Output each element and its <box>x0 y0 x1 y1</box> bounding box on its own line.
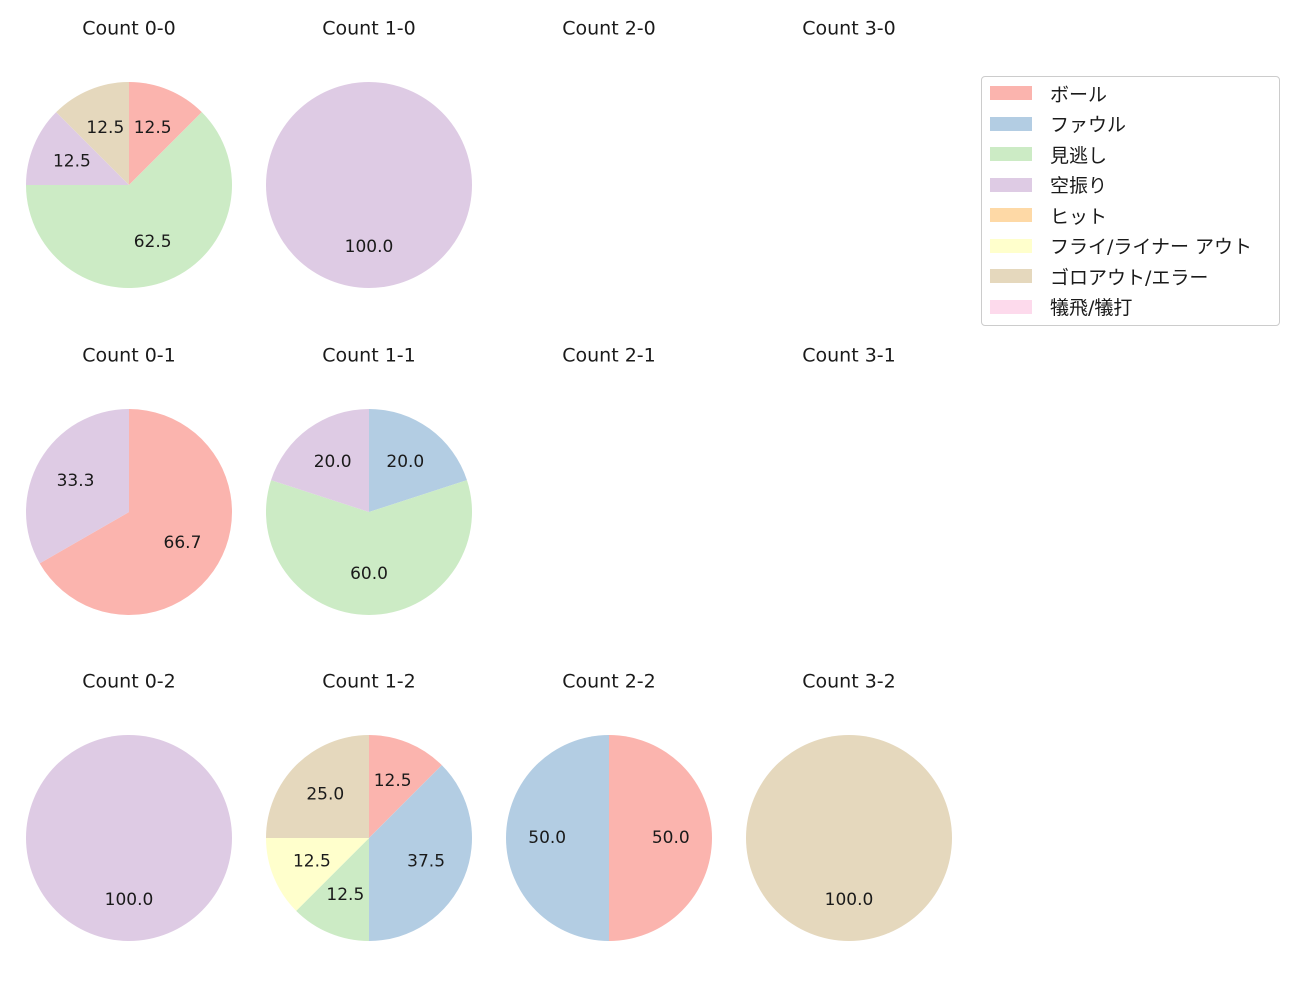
pie-count-0-2: Count 0-2 100.0 <box>26 671 232 941</box>
pie-slice-label: 50.0 <box>528 828 566 848</box>
legend-item-ball: ボール <box>990 83 1107 106</box>
legend-swatch <box>990 177 1032 192</box>
legend-label: ヒット <box>1050 205 1108 228</box>
pie-slice-label: 12.5 <box>326 885 364 905</box>
pie-title: Count 1-0 <box>322 18 416 40</box>
pie-count-1-2: Count 1-2 12.5 37.5 12.5 12.5 25.0 <box>266 671 472 941</box>
legend-label: 空振り <box>1050 175 1108 197</box>
pie-slice <box>266 480 472 615</box>
pie-title: Count 2-1 <box>562 345 656 367</box>
pie-slice <box>369 765 472 941</box>
pie-title: Count 0-1 <box>82 345 176 367</box>
legend-item-fly-liner-out: フライ/ライナー アウト <box>990 236 1252 258</box>
pie-title: Count 3-2 <box>802 671 896 693</box>
pie-slice-label: 12.5 <box>134 118 172 138</box>
pie-slice-label: 12.5 <box>374 771 412 791</box>
legend-swatch <box>990 86 1032 100</box>
pie-slice-label: 12.5 <box>53 151 91 171</box>
pie-slice <box>56 82 130 185</box>
pie-slice <box>609 735 712 941</box>
pie-slice-label: 66.7 <box>164 533 202 553</box>
pie-count-0-1: Count 0-1 66.7 33.3 <box>25 345 233 615</box>
pie-count-3-2: Count 3-2 100.0 <box>746 671 952 941</box>
pie-count-2-1: Count 2-1 <box>562 345 656 367</box>
pie-slice <box>266 82 472 288</box>
pie-slice <box>746 735 952 941</box>
pie-count-1-0: Count 1-0 100.0 <box>266 18 472 288</box>
pie-slice <box>266 838 369 911</box>
pie-slice-label: 20.0 <box>386 452 424 472</box>
pie-slice-label: 12.5 <box>86 118 124 138</box>
legend: ボール ファウル 見逃し 空振り ヒット フライ/ライナー アウト ゴロアウト/… <box>981 76 1280 326</box>
legend-swatch <box>990 238 1032 253</box>
legend-item-grounder-out-error: ゴロアウト/エラー <box>990 266 1208 289</box>
legend-item-foul: ファウル <box>990 114 1126 136</box>
legend-label: ゴロアウト/エラー <box>1050 266 1209 289</box>
legend-label: ボール <box>1050 83 1108 106</box>
pie-slice <box>271 409 369 512</box>
legend-item-swinging-strike: 空振り <box>990 175 1107 197</box>
pie-slice-label: 33.3 <box>57 471 95 491</box>
legend-label: 犠飛/犠打 <box>1050 297 1133 319</box>
pie-count-1-1: Count 1-1 20.0 60.0 20.0 <box>266 345 472 615</box>
legend-swatch <box>990 269 1032 283</box>
pie-title: Count 3-1 <box>802 345 896 367</box>
pie-slice-label: 100.0 <box>105 890 154 910</box>
pie-title: Count 0-0 <box>82 18 176 40</box>
pie-count-2-2: Count 2-2 50.0 50.0 <box>506 671 712 941</box>
legend-item-hit: ヒット <box>990 205 1107 228</box>
legend-label: フライ/ライナー アウト <box>1050 236 1253 258</box>
pie-slice-label: 100.0 <box>345 237 394 257</box>
pie-title: Count 1-1 <box>322 345 416 367</box>
pie-slice-label: 100.0 <box>825 890 874 910</box>
pie-slice-label: 20.0 <box>314 452 352 472</box>
pie-slice <box>39 409 233 615</box>
pie-slice <box>369 735 442 838</box>
pie-title: Count 1-2 <box>322 671 416 693</box>
legend-label: 見逃し <box>1050 144 1108 167</box>
pie-title: Count 2-0 <box>562 18 656 40</box>
pie-slice-label: 12.5 <box>293 852 331 872</box>
pie-slice <box>369 409 467 512</box>
pie-slice <box>26 735 232 941</box>
pie-count-2-0: Count 2-0 <box>562 18 656 40</box>
legend-swatch <box>990 299 1032 314</box>
legend-item-called-strike: 見逃し <box>990 144 1107 167</box>
pie-count-0-0: Count 0-0 12.5 62.5 12.5 12.5 <box>26 18 232 288</box>
pie-slice <box>296 838 369 941</box>
pie-slice <box>26 112 129 185</box>
legend-swatch <box>990 116 1032 131</box>
legend-swatch <box>990 147 1032 161</box>
pie-count-3-0: Count 3-0 <box>802 18 896 40</box>
pie-slice <box>506 735 609 941</box>
pie-title: Count 3-0 <box>802 18 896 40</box>
pie-title: Count 0-2 <box>82 671 176 693</box>
pie-slice-label: 25.0 <box>306 784 344 804</box>
legend-label: ファウル <box>1050 114 1127 136</box>
pie-slice-label: 62.5 <box>134 232 172 252</box>
pie-slice <box>266 735 369 838</box>
pie-count-3-1: Count 3-1 <box>802 345 896 367</box>
pie-slice-label: 37.5 <box>407 852 445 872</box>
pie-slice <box>26 112 232 288</box>
pie-slice <box>25 409 129 564</box>
pie-slice <box>129 82 202 185</box>
pie-title: Count 2-2 <box>562 671 656 693</box>
legend-item-sacrifice: 犠飛/犠打 <box>990 297 1132 319</box>
pie-slice-label: 50.0 <box>652 828 690 848</box>
pie-slice-label: 60.0 <box>350 564 388 584</box>
legend-swatch <box>990 208 1032 222</box>
